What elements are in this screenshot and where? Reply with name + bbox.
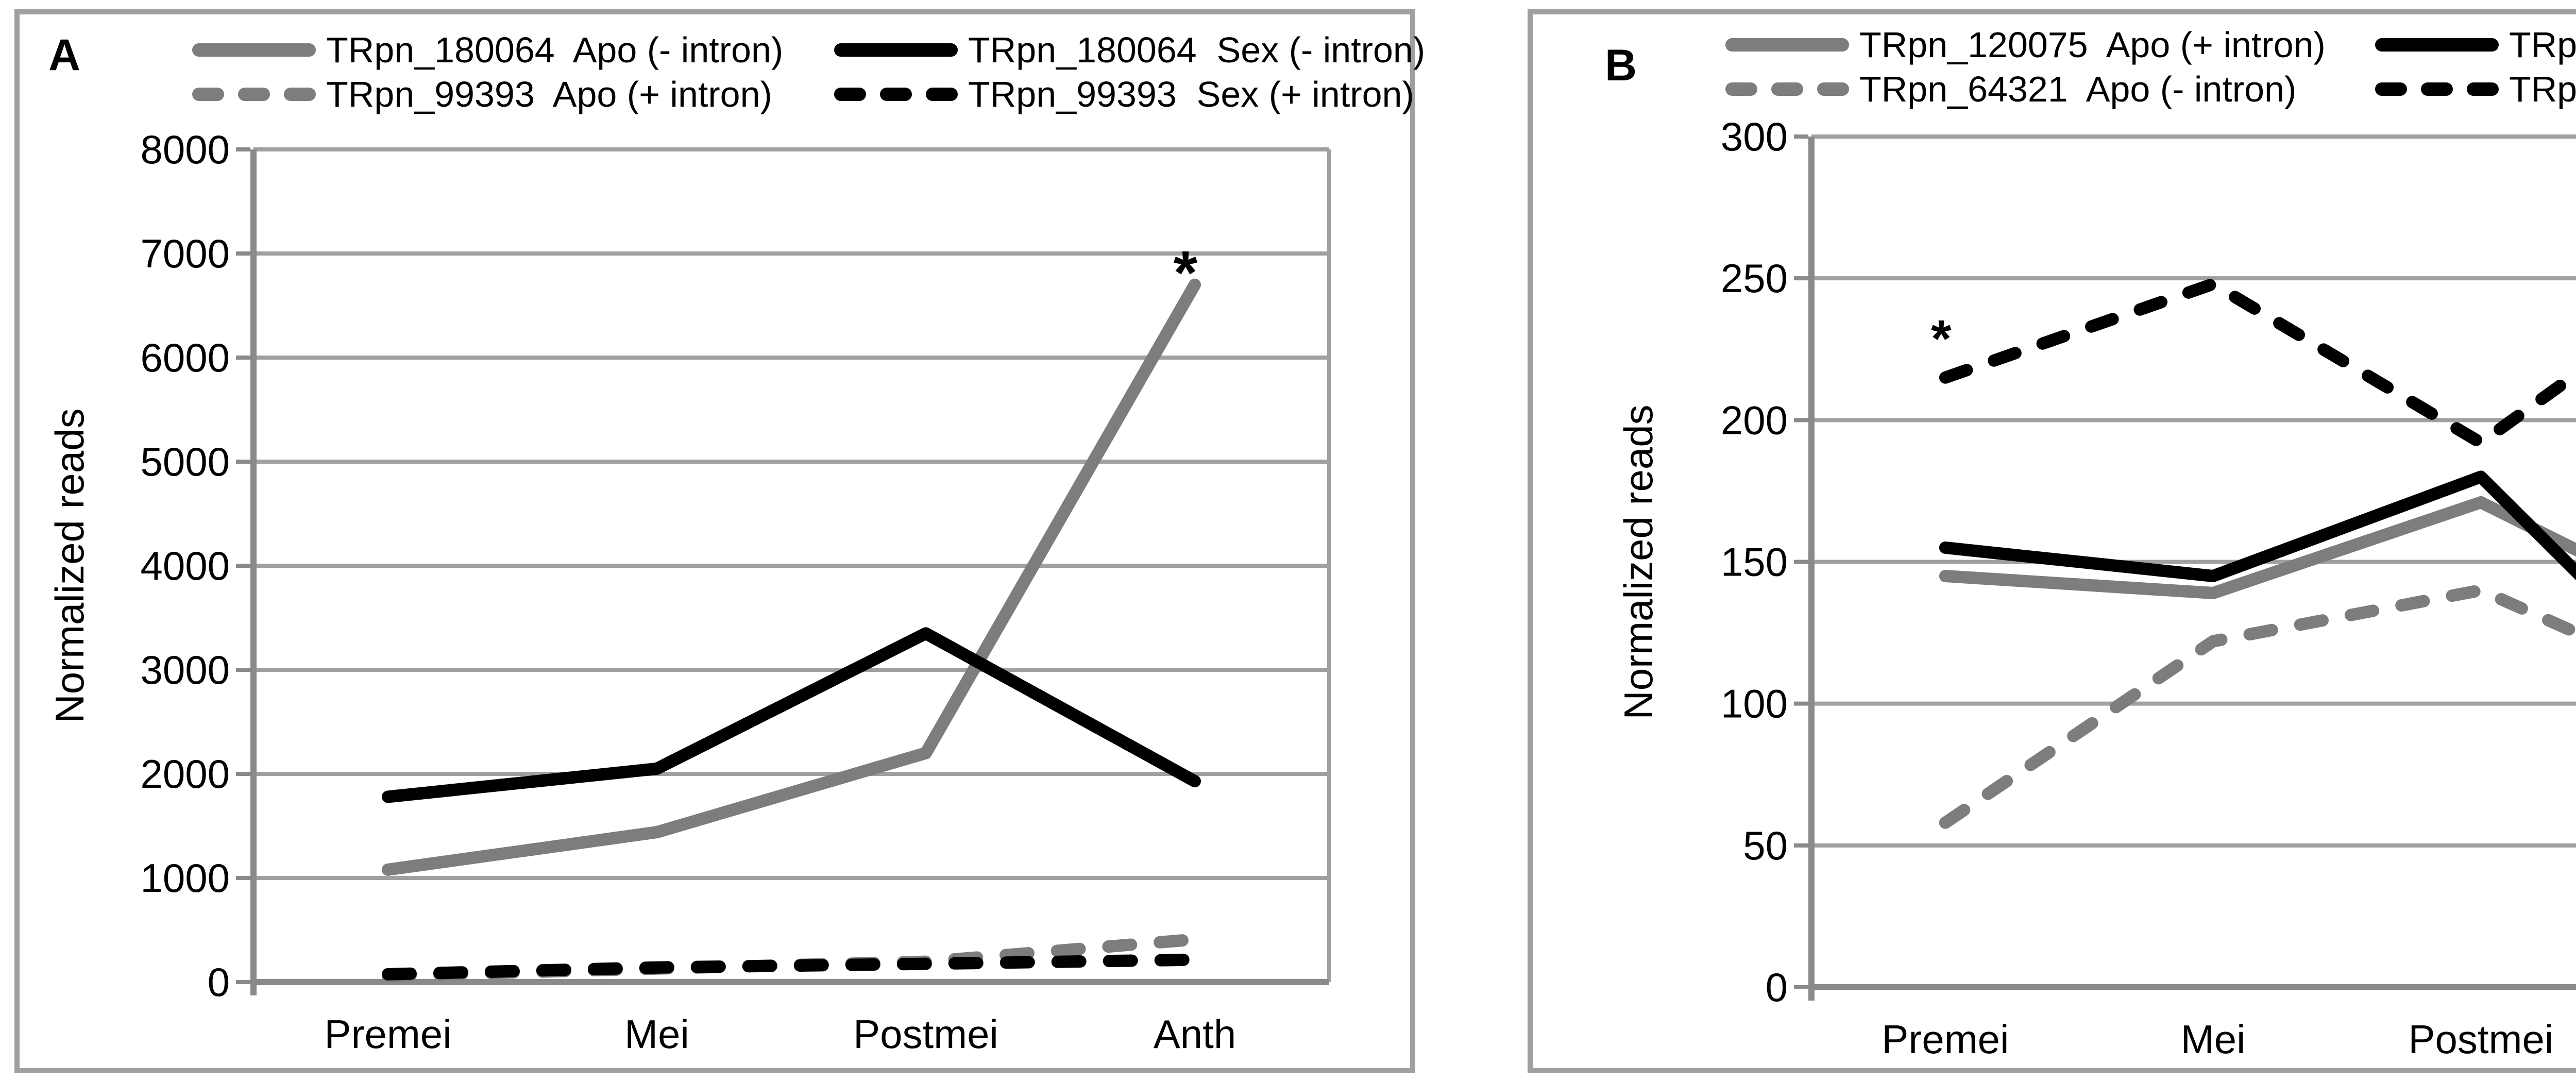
legend-item: TRpn_120075 Sex (+ intron) bbox=[2375, 23, 2576, 67]
y-tick-label: 1000 bbox=[140, 855, 230, 901]
legend-dashed-line-swatch bbox=[834, 88, 958, 101]
y-tick-label: 4000 bbox=[140, 543, 230, 588]
x-category-label: Premei bbox=[324, 1011, 451, 1057]
series-line-2 bbox=[382, 627, 1201, 803]
panel-b: B TRpn_120075 Apo (+ intron)TRpn_120075 … bbox=[1528, 9, 2576, 1073]
x-category-label: Mei bbox=[2181, 1017, 2246, 1062]
y-tick-label: 0 bbox=[1766, 965, 1788, 1010]
series-line-4 bbox=[1939, 278, 2576, 449]
panel-b-legend: TRpn_120075 Apo (+ intron) TRpn_120075 Se… bbox=[1725, 23, 2576, 111]
legend-item: TRpn_180064 Sex (- intron) bbox=[834, 28, 1425, 72]
x-category-label: Anth bbox=[1154, 1011, 1236, 1057]
panel-a-legend: TRpn_180064 Apo (- intron) TRpn_180064 Se… bbox=[192, 28, 1425, 116]
legend-item: TRpn_64321 Apo (- intron) bbox=[1725, 67, 2375, 111]
legend-solid-line-swatch bbox=[834, 43, 958, 57]
y-tick-label: 2000 bbox=[140, 751, 230, 797]
legend-label: TRpn_99393 Apo (+ intron) bbox=[326, 74, 772, 114]
legend-solid-line-swatch bbox=[192, 43, 316, 57]
y-tick-label: 5000 bbox=[140, 439, 230, 484]
legend-item: TRpn_180064 Apo (- intron) bbox=[192, 28, 834, 72]
series-line-2 bbox=[1939, 470, 2576, 583]
legend-dashed-line-swatch bbox=[2375, 82, 2499, 96]
legend-solid-line-swatch bbox=[1725, 38, 1849, 52]
legend-item: TRpn_64321 Sex (- intron) bbox=[2375, 67, 2576, 111]
x-category-label: Postmei bbox=[853, 1011, 998, 1057]
swatch-segment bbox=[2375, 82, 2407, 96]
legend-item: TRpn_99393 Apo (+ intron) bbox=[192, 72, 834, 116]
x-category-label: Premei bbox=[1882, 1017, 2009, 1062]
swatch-segment bbox=[2467, 82, 2499, 96]
swatch-segment bbox=[880, 88, 912, 101]
chart-plot-area: 0 1000 2000 3000 4000 5000 6000 7000 8000 Premei M… bbox=[140, 127, 1331, 1057]
series-line-3 bbox=[1939, 584, 2576, 829]
significance-asterisk: * bbox=[1174, 239, 1198, 308]
x-category-label: Mei bbox=[624, 1011, 689, 1057]
legend-dashed-line-swatch bbox=[192, 88, 316, 101]
series-line-1 bbox=[1939, 496, 2576, 600]
y-tick-label: 150 bbox=[1721, 539, 1788, 585]
legend-label: TRpn_120075 Apo (+ intron) bbox=[1859, 25, 2326, 65]
swatch-segment bbox=[834, 43, 958, 57]
swatch-segment bbox=[1725, 38, 1849, 52]
legend-label: TRpn_180064 Apo (- intron) bbox=[326, 30, 784, 70]
legend-item: TRpn_99393 Sex (+ intron) bbox=[834, 72, 1425, 116]
swatch-segment bbox=[192, 43, 316, 57]
legend-label: TRpn_99393 Sex (+ intron) bbox=[968, 74, 1414, 114]
series-line-3 bbox=[382, 933, 1201, 982]
swatch-segment bbox=[1771, 82, 1803, 96]
y-tick-label: 3000 bbox=[140, 647, 230, 692]
y-tick-label: 300 bbox=[1721, 114, 1788, 159]
series-line-1 bbox=[382, 278, 1201, 876]
legend-label: TRpn_120075 Sex (+ intron) bbox=[2509, 25, 2576, 65]
y-tick-label: 8000 bbox=[140, 127, 230, 172]
significance-asterisk: * bbox=[1931, 309, 1952, 368]
panel-b-letter: B bbox=[1605, 41, 1637, 90]
legend-label: TRpn_64321 Sex (- intron) bbox=[2509, 69, 2576, 109]
chart-plot-area: 050100150200250300PremeiMeiPostmeiAnth* bbox=[1721, 114, 2576, 1062]
swatch-segment bbox=[834, 88, 866, 101]
legend-item: TRpn_120075 Apo (+ intron) bbox=[1725, 23, 2375, 67]
swatch-segment bbox=[2375, 38, 2499, 52]
series-line-4 bbox=[382, 953, 1201, 980]
panel-a: A TRpn_180064 Apo (- intron) TRpn_180064 … bbox=[14, 9, 1425, 1073]
y-tick-label: 7000 bbox=[140, 231, 230, 276]
legend-solid-line-swatch bbox=[2375, 38, 2499, 52]
swatch-segment bbox=[1725, 82, 1757, 96]
legend-label: TRpn_180064 Sex (- intron) bbox=[968, 30, 1426, 70]
y-tick-label: 50 bbox=[1743, 823, 1788, 868]
y-tick-label: 200 bbox=[1721, 397, 1788, 443]
swatch-segment bbox=[284, 88, 316, 101]
swatch-segment bbox=[1817, 82, 1849, 96]
swatch-segment bbox=[926, 88, 958, 101]
x-category-label: Postmei bbox=[2408, 1017, 2553, 1062]
legend-label: TRpn_64321 Apo (- intron) bbox=[1859, 69, 2297, 109]
swatch-segment bbox=[238, 88, 270, 101]
y-tick-label: 6000 bbox=[140, 335, 230, 380]
y-tick-label: 0 bbox=[208, 959, 230, 1005]
panel-a-letter: A bbox=[48, 30, 81, 80]
swatch-segment bbox=[192, 88, 224, 101]
legend-dashed-line-swatch bbox=[1725, 82, 1849, 96]
y-tick-label: 100 bbox=[1721, 681, 1788, 726]
y-tick-label: 250 bbox=[1721, 256, 1788, 301]
swatch-segment bbox=[2421, 82, 2453, 96]
